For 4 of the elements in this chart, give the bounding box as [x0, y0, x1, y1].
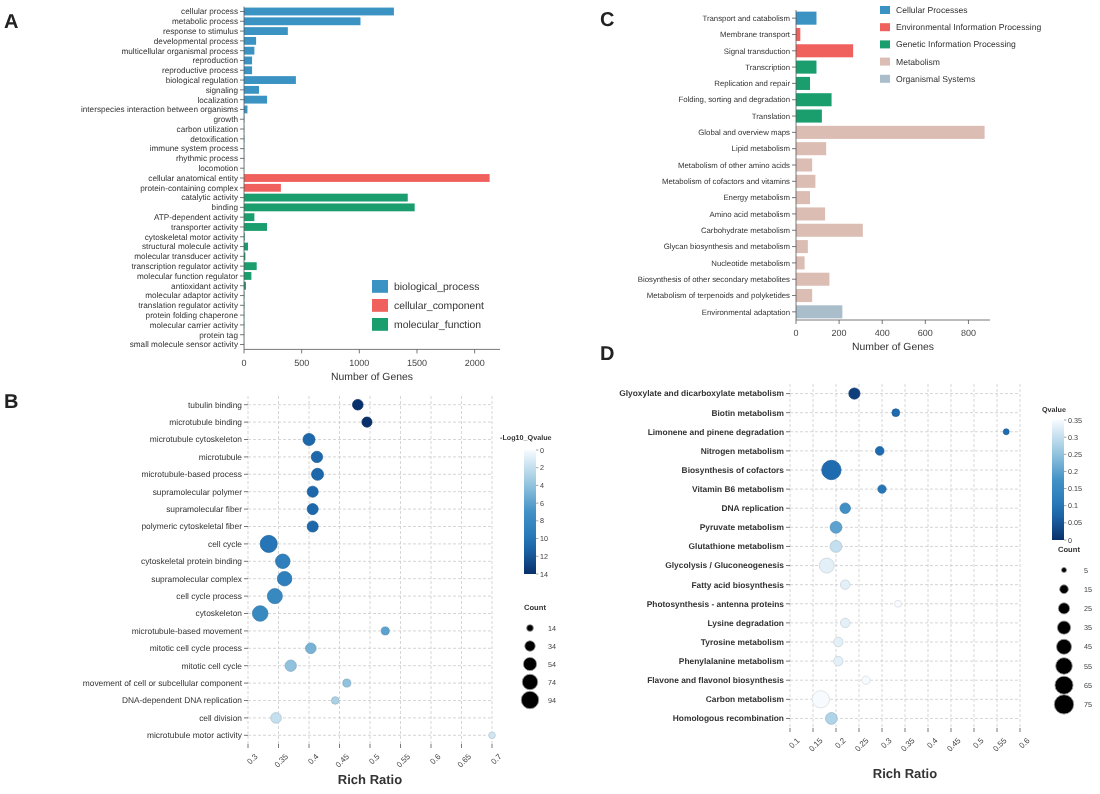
text: B — [4, 392, 19, 414]
text: D — [600, 344, 615, 366]
text: C — [600, 10, 615, 32]
text: A — [4, 12, 19, 34]
